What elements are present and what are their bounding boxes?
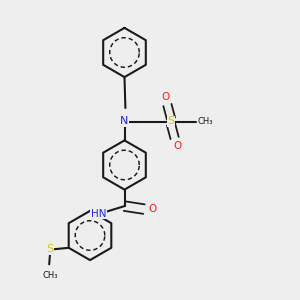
Text: S: S — [167, 116, 175, 127]
Text: N: N — [120, 116, 129, 127]
Text: CH₃: CH₃ — [42, 271, 58, 280]
Text: S: S — [46, 244, 54, 254]
Text: O: O — [162, 92, 170, 102]
Text: O: O — [173, 141, 182, 152]
Text: O: O — [148, 203, 157, 214]
Text: CH₃: CH₃ — [198, 117, 214, 126]
Text: HN: HN — [91, 208, 106, 219]
